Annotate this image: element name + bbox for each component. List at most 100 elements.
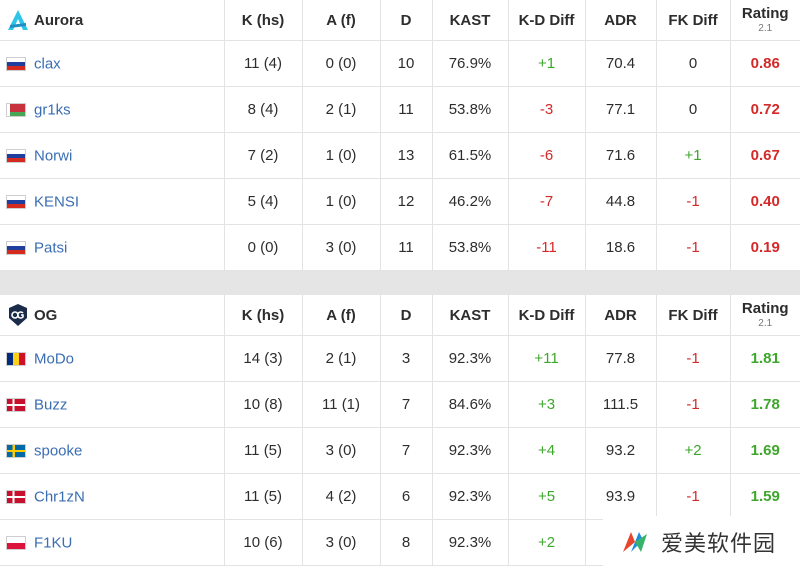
kills-cell: 5 (4) xyxy=(224,178,303,225)
player-row: Chr1zN 11 (5) 4 (2) 6 92.3% +5 93.9 -1 1.59 xyxy=(0,473,800,520)
team-name[interactable]: Aurora xyxy=(34,11,84,29)
player-name-link[interactable]: Norwi xyxy=(34,147,73,165)
kd-diff-cell: +2 xyxy=(508,519,586,566)
dk-flag-icon xyxy=(6,397,26,412)
ru-flag-icon xyxy=(6,194,26,209)
assists-cell: 3 (0) xyxy=(302,224,381,271)
deaths-cell: 11 xyxy=(380,224,433,271)
player-name-link[interactable]: MoDo xyxy=(34,350,75,368)
assists-cell: 3 (0) xyxy=(302,519,381,566)
rating-cell: 1.69 xyxy=(730,427,800,474)
kast-cell: 84.6% xyxy=(432,381,509,428)
kd-diff-cell: -6 xyxy=(508,132,586,179)
rating-version-label: 2.1 xyxy=(758,22,773,34)
deaths-cell: 7 xyxy=(380,427,433,474)
kills-column-header[interactable]: K (hs) xyxy=(224,0,303,41)
kd-diff-cell: +1 xyxy=(508,40,586,87)
assists-column-header[interactable]: A (f) xyxy=(302,295,381,336)
adr-cell: 93.2 xyxy=(585,427,657,474)
ru-flag-icon xyxy=(6,240,26,255)
rating-cell: 0.86 xyxy=(730,40,800,87)
fk-diff-cell: +2 xyxy=(656,427,731,474)
rating-header-label: Rating 2.1 xyxy=(731,300,800,331)
pl-flag-icon xyxy=(6,535,26,550)
fk-diff-column-header[interactable]: FK Diff xyxy=(656,0,731,41)
adr-cell: 111.5 xyxy=(585,381,657,428)
rating-column-header[interactable]: Rating 2.1 xyxy=(730,295,800,336)
rating-cell: 1.59 xyxy=(730,473,800,520)
fk-diff-column-header[interactable]: FK Diff xyxy=(656,295,731,336)
kills-cell: 10 (8) xyxy=(224,381,303,428)
adr-cell: 70.4 xyxy=(585,40,657,87)
kills-cell: 7 (2) xyxy=(224,132,303,179)
kast-cell: 92.3% xyxy=(432,335,509,382)
fk-diff-cell: +1 xyxy=(656,132,731,179)
team-name[interactable]: OG xyxy=(34,306,58,324)
assists-cell: 1 (0) xyxy=(302,178,381,225)
fk-diff-cell: 0 xyxy=(656,40,731,87)
player-cell: F1KU xyxy=(0,519,225,566)
kast-cell: 53.8% xyxy=(432,224,509,271)
fk-diff-cell: -1 xyxy=(656,224,731,271)
adr-column-header[interactable]: ADR xyxy=(585,295,657,336)
adr-cell: 71.6 xyxy=(585,132,657,179)
deaths-cell: 12 xyxy=(380,178,433,225)
rating-column-header[interactable]: Rating 2.1 xyxy=(730,0,800,41)
og-logo-icon xyxy=(9,304,27,326)
kast-column-header[interactable]: KAST xyxy=(432,0,509,41)
kast-cell: 53.8% xyxy=(432,86,509,133)
kills-cell: 11 (4) xyxy=(224,40,303,87)
kd-diff-cell: +3 xyxy=(508,381,586,428)
ru-flag-icon xyxy=(6,148,26,163)
team-divider xyxy=(0,271,800,295)
rating-cell: 0.19 xyxy=(730,224,800,271)
team-header-row: Aurora K (hs) A (f) D KAST K-D Diff ADR FK Diff… xyxy=(0,0,800,41)
player-cell: spooke xyxy=(0,427,225,474)
player-cell: gr1ks xyxy=(0,86,225,133)
player-name-link[interactable]: spooke xyxy=(34,442,83,460)
adr-cell: 93.9 xyxy=(585,473,657,520)
adr-cell: 44.8 xyxy=(585,178,657,225)
player-name-link[interactable]: F1KU xyxy=(34,534,73,552)
assists-cell: 11 (1) xyxy=(302,381,381,428)
kast-cell: 76.9% xyxy=(432,40,509,87)
deaths-column-header[interactable]: D xyxy=(380,295,433,336)
team-stats-table: OG K (hs) A (f) D KAST K-D Diff ADR FK Diff Rati… xyxy=(0,295,800,566)
kast-column-header[interactable]: KAST xyxy=(432,295,509,336)
watermark-logo-icon xyxy=(623,532,647,552)
watermark-text: 爱美软件园 xyxy=(661,532,777,557)
player-cell: Buzz xyxy=(0,381,225,428)
kd-diff-cell: +4 xyxy=(508,427,586,474)
by-flag-icon xyxy=(6,102,26,117)
kills-cell: 0 (0) xyxy=(224,224,303,271)
kills-cell: 8 (4) xyxy=(224,86,303,133)
team-stats-table: Aurora K (hs) A (f) D KAST K-D Diff ADR FK Diff… xyxy=(0,0,800,271)
kills-cell: 10 (6) xyxy=(224,519,303,566)
deaths-cell: 7 xyxy=(380,381,433,428)
adr-column-header[interactable]: ADR xyxy=(585,0,657,41)
player-row: clax 11 (4) 0 (0) 10 76.9% +1 70.4 0 0.86 xyxy=(0,40,800,87)
kd-diff-column-header[interactable]: K-D Diff xyxy=(508,0,586,41)
kd-diff-cell: +5 xyxy=(508,473,586,520)
assists-column-header[interactable]: A (f) xyxy=(302,0,381,41)
deaths-column-header[interactable]: D xyxy=(380,0,433,41)
rating-cell: 1.81 xyxy=(730,335,800,382)
player-row: MoDo 14 (3) 2 (1) 3 92.3% +11 77.8 -1 1.81 xyxy=(0,335,800,382)
player-name-link[interactable]: gr1ks xyxy=(34,101,71,119)
kd-diff-column-header[interactable]: K-D Diff xyxy=(508,295,586,336)
assists-cell: 3 (0) xyxy=(302,427,381,474)
kd-diff-cell: -3 xyxy=(508,86,586,133)
player-name-link[interactable]: clax xyxy=(34,55,61,73)
assists-cell: 1 (0) xyxy=(302,132,381,179)
kills-column-header[interactable]: K (hs) xyxy=(224,295,303,336)
fk-diff-cell: 0 xyxy=(656,86,731,133)
kd-diff-cell: -7 xyxy=(508,178,586,225)
player-name-link[interactable]: Patsi xyxy=(34,239,68,257)
player-name-link[interactable]: Buzz xyxy=(34,396,68,414)
player-name-link[interactable]: Chr1zN xyxy=(34,488,85,506)
fk-diff-cell: -1 xyxy=(656,381,731,428)
player-name-link[interactable]: KENSI xyxy=(34,193,80,211)
player-cell: KENSI xyxy=(0,178,225,225)
team-header-cell: OG xyxy=(0,295,225,336)
player-cell: clax xyxy=(0,40,225,87)
